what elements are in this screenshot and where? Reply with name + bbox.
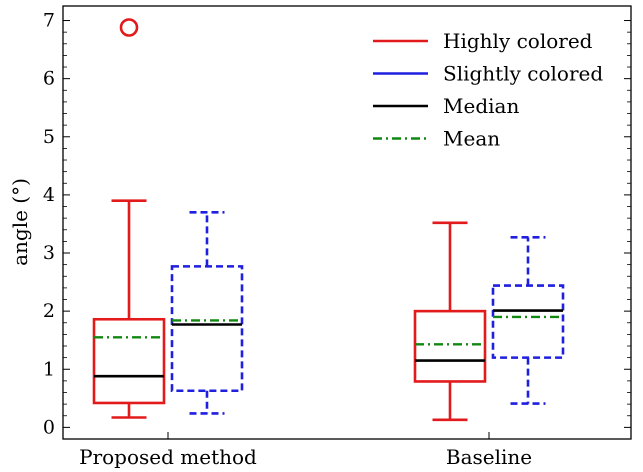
y-tick-label: 7 [43,10,55,32]
category-labels: Proposed method Baseline [79,432,532,469]
y-tick-label: 5 [43,126,55,148]
legend: Highly colored Slightly colored Median Mean [373,29,603,151]
box-groups [92,18,565,422]
y-tick-label: 2 [43,300,55,322]
plot-frame [62,5,632,440]
iqr-box [491,284,565,359]
box-highly-colored-0 [92,18,166,419]
legend-label: Mean [443,127,500,151]
x-tick-label: Baseline [446,445,532,469]
legend-label: Median [443,94,519,118]
box-slightly-colored-1 [491,236,565,405]
iqr-box [92,317,166,405]
y-tick-label: 4 [43,184,55,206]
iqr-box [413,309,487,383]
x-tick-label: Proposed method [79,445,257,469]
iqr-box [170,265,244,393]
y-tick-label: 0 [43,416,55,438]
legend-label: Highly colored [443,29,593,53]
y-tick-label: 3 [43,242,55,264]
box-slightly-colored-0 [170,211,244,415]
y-axis-label: angle (°) [8,178,32,266]
y-tick-label: 6 [43,68,55,90]
legend-label: Slightly colored [443,62,603,86]
box-highly-colored-1 [413,221,487,422]
outlier-point [119,18,139,37]
y-axis-ticks: 0 1 2 3 4 5 6 7 [43,10,631,438]
y-tick-label: 1 [43,358,55,380]
